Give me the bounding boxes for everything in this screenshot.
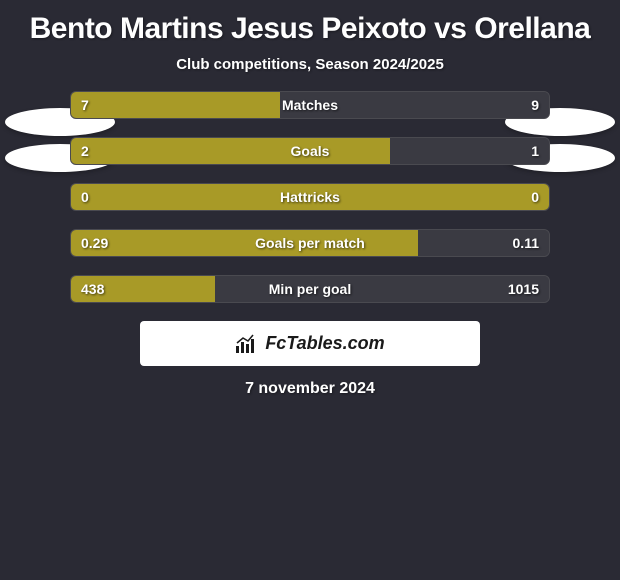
stat-value-right: 1 [531, 143, 539, 159]
stat-label: Min per goal [269, 281, 351, 297]
stat-value-right: 1015 [508, 281, 539, 297]
stat-label: Hattricks [280, 189, 340, 205]
source-badge-text: FcTables.com [265, 333, 384, 354]
stat-label: Matches [282, 97, 338, 113]
stat-rows: 7 9 Matches 2 1 Goals 0 0 Hattricks 0.29 0.11 Goals… [70, 91, 550, 303]
stat-value-right: 0 [531, 189, 539, 205]
stat-fill-left [71, 92, 280, 118]
stat-value-left: 0 [81, 189, 89, 205]
page-subtitle: Club competitions, Season 2024/2025 [0, 50, 620, 91]
stat-label: Goals [291, 143, 330, 159]
stat-row: 438 1015 Min per goal [70, 275, 550, 303]
stat-row: 2 1 Goals [70, 137, 550, 165]
stat-row: 0.29 0.11 Goals per match [70, 229, 550, 257]
stat-value-left: 0.29 [81, 235, 108, 251]
stat-row: 7 9 Matches [70, 91, 550, 119]
chart-icon [235, 334, 259, 354]
stat-value-right: 0.11 [513, 235, 539, 251]
page-title: Bento Martins Jesus Peixoto vs Orellana [0, 0, 620, 50]
stat-value-left: 438 [81, 281, 104, 297]
date-label: 7 november 2024 [0, 366, 620, 412]
stat-value-right: 9 [531, 97, 539, 113]
stat-fill-left [71, 230, 418, 256]
stat-fill-left [71, 138, 390, 164]
stat-value-left: 2 [81, 143, 89, 159]
source-badge: FcTables.com [140, 321, 480, 366]
stat-fill-right [390, 138, 549, 164]
stat-row: 0 0 Hattricks [70, 183, 550, 211]
stat-fill-right [215, 276, 549, 302]
stat-label: Goals per match [255, 235, 365, 251]
stat-value-left: 7 [81, 97, 89, 113]
